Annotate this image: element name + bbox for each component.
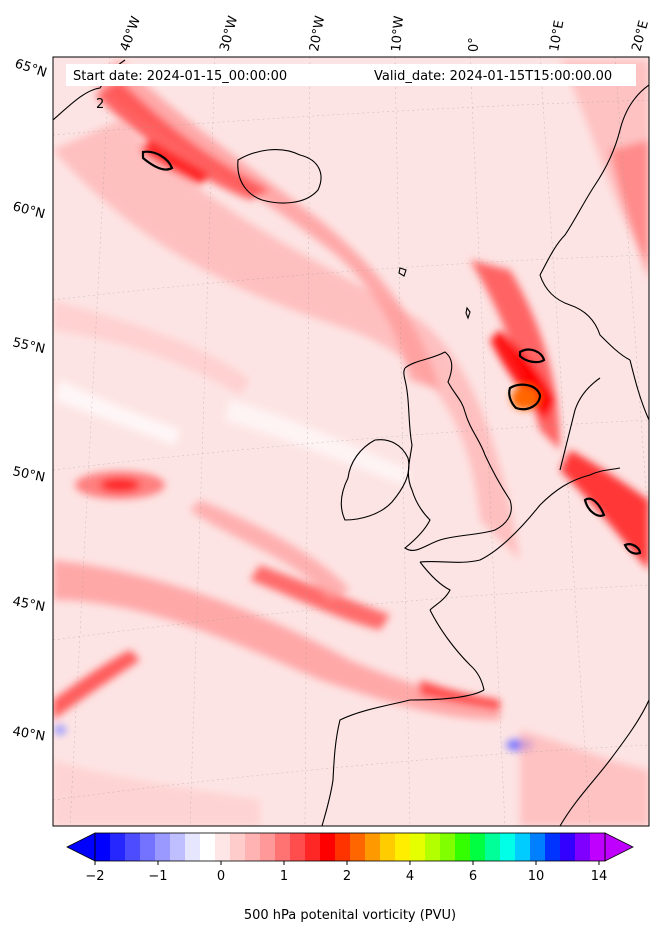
colorbar-segment: [440, 833, 456, 861]
lat-label-50n: 50°N: [11, 464, 46, 485]
colorbar-segment: [260, 833, 276, 861]
colorbar-segments: [95, 833, 606, 861]
colorbar-segment: [170, 833, 186, 861]
colorbar-segment: [290, 833, 306, 861]
colorbar-segment: [230, 833, 246, 861]
colorbar-segment: [365, 833, 381, 861]
coast-brittany: [419, 561, 451, 611]
colorbar-tick-label: 10: [528, 869, 545, 884]
lat-label-40n: 40°N: [11, 724, 46, 744]
colorbar-extend-left: [66, 832, 96, 862]
start-date-label: Start date: 2024-01-15_00:00:00: [73, 69, 287, 84]
coast-britain: [403, 367, 512, 551]
colorbar: −2 −1 0 1 2 4 6 10 14 500 hPa potenital vorticit…: [66, 832, 634, 923]
colorbar-segment: [410, 833, 426, 861]
coast-denmark: [559, 377, 601, 471]
coast-norway-south: [539, 274, 631, 361]
coast-shetland: [465, 306, 471, 320]
map-frame: [52, 56, 650, 827]
colorbar-extend-right: [604, 832, 634, 862]
colorbar-tick-label: −1: [148, 869, 167, 884]
colorbar-segment: [380, 833, 396, 861]
colorbar-segment: [155, 833, 171, 861]
colorbar-segment: [95, 833, 111, 861]
coast-iceland: [237, 149, 322, 204]
pv-contours: [141, 150, 642, 555]
colorbar-segment: [545, 833, 561, 861]
lon-label-20w: 20°W: [307, 15, 328, 53]
colorbar-segment: [275, 833, 291, 861]
lon-label-10w: 10°W: [389, 15, 407, 52]
colorbar-segment: [425, 833, 441, 861]
coast-iberia: [321, 689, 485, 826]
lon-label-0: 0°: [467, 37, 482, 52]
colorbar-segment: [515, 833, 531, 861]
lon-label-30w: 30°W: [217, 14, 241, 53]
colorbar-segment: [485, 833, 501, 861]
colorbar-segment: [200, 833, 216, 861]
colorbar-segment: [140, 833, 156, 861]
coast-sweden: [629, 359, 649, 421]
colorbar-segment: [305, 833, 321, 861]
colorbar-segment: [320, 833, 336, 861]
colorbar-tick-label: 2: [343, 869, 351, 884]
coastlines: [53, 59, 649, 826]
colorbar-segment: [185, 833, 201, 861]
lon-label-20e: 20°E: [629, 19, 652, 53]
coast-norway: [539, 84, 649, 276]
colorbar-ticks: −2 −1 0 1 2 4 6 10 14: [85, 861, 607, 884]
colorbar-segment: [500, 833, 516, 861]
colorbar-segment: [125, 833, 141, 861]
lon-label-10e: 10°E: [547, 19, 567, 52]
colorbar-segment: [335, 833, 351, 861]
colorbar-segment: [470, 833, 486, 861]
colorbar-tick-label: 1: [280, 869, 288, 884]
coast-faroe: [398, 267, 407, 277]
colorbar-tick-label: −2: [85, 869, 104, 884]
valid-date-label: Valid_date: 2024-01-15T15:00:00.00: [374, 69, 612, 84]
colorbar-segment: [245, 833, 261, 861]
lat-label-60n: 60°N: [11, 199, 47, 222]
header-box: [66, 64, 636, 86]
coast-scotland: [404, 351, 466, 413]
lat-labels: 65°N 60°N 55°N 50°N 45°N 40°N: [11, 57, 49, 745]
lon-labels: 40°W 30°W 20°W 10°W 0° 10°E 20°E: [118, 14, 652, 53]
lat-label-55n: 55°N: [11, 335, 46, 357]
coast-mediterranean: [559, 699, 649, 826]
coast-biscay: [429, 609, 485, 691]
colorbar-segment: [530, 833, 546, 861]
colorbar-segment: [575, 833, 591, 861]
colorbar-frame: [94, 832, 606, 862]
coast-france: [419, 467, 621, 563]
lon-label-40w: 40°W: [118, 14, 144, 53]
colorbar-title: 500 hPa potenital vorticity (PVU): [244, 908, 456, 923]
map-panel: 2: [53, 57, 649, 826]
colorbar-tick-label: 14: [591, 869, 608, 884]
lat-label-65n: 65°N: [13, 57, 49, 81]
colorbar-tick-label: 6: [469, 869, 477, 884]
lat-label-45n: 45°N: [11, 594, 46, 615]
colorbar-segment: [110, 833, 126, 861]
colorbar-tick-label: 4: [406, 869, 414, 884]
colorbar-segment: [590, 833, 606, 861]
colorbar-segment: [350, 833, 366, 861]
coast-ireland: [340, 439, 410, 521]
contour-label: 2: [96, 97, 104, 112]
colorbar-tick-label: 0: [217, 869, 225, 884]
colorbar-segment: [395, 833, 411, 861]
graticule: [53, 57, 649, 826]
pv-shading: [53, 60, 649, 826]
colorbar-segment: [215, 833, 231, 861]
colorbar-segment: [560, 833, 576, 861]
colorbar-segment: [455, 833, 471, 861]
